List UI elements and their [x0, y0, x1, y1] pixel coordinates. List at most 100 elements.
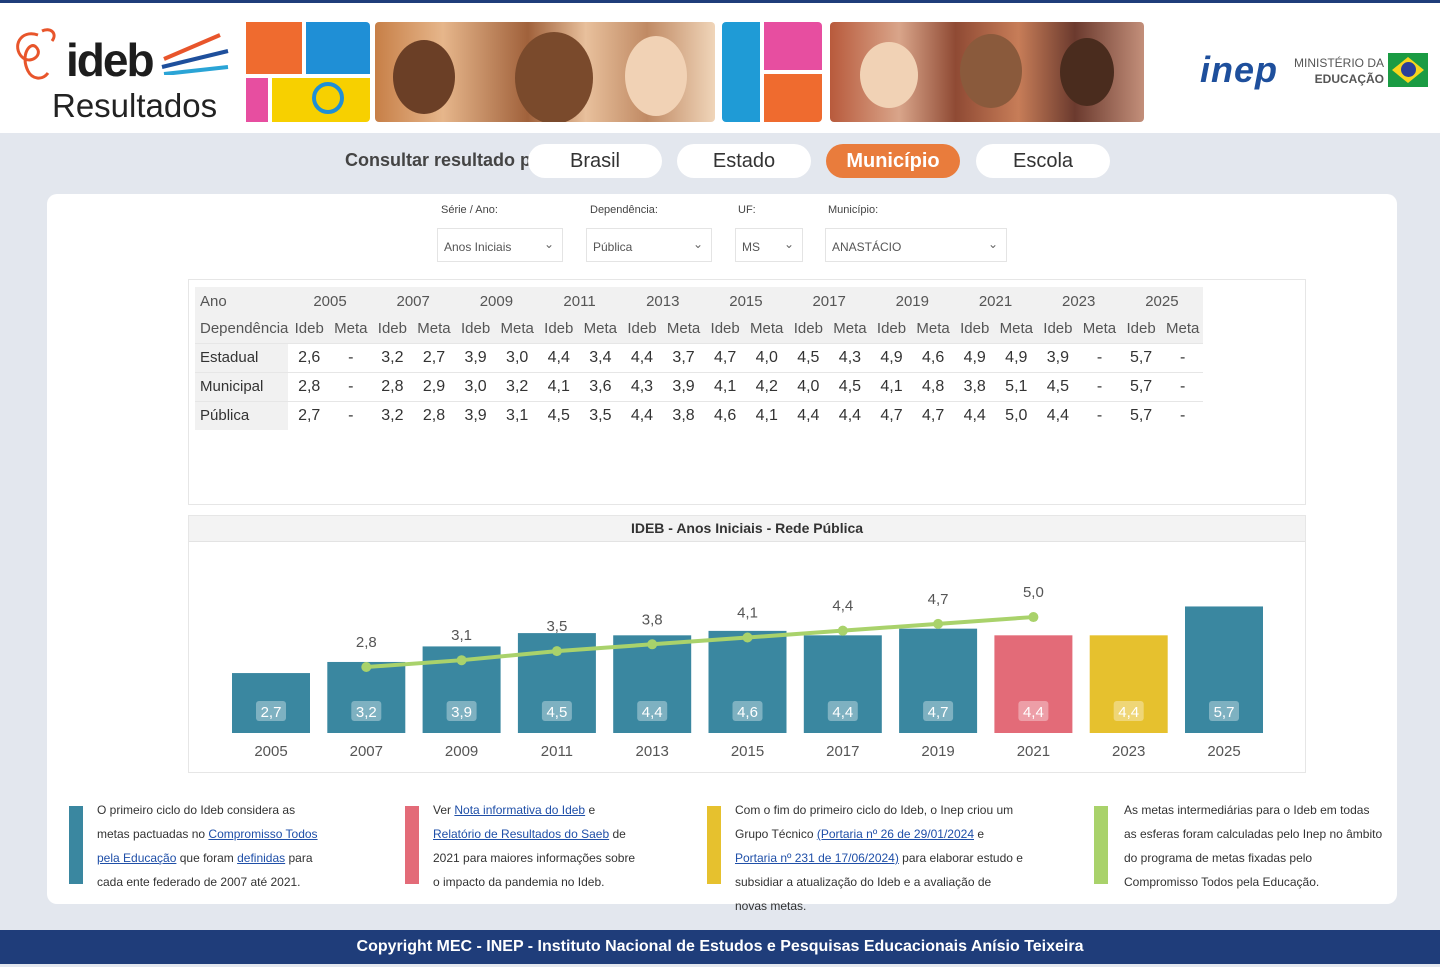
x-tick-label: 2017	[826, 743, 859, 760]
ideb-header-cell: Ideb	[870, 315, 913, 343]
bar-label-badge	[351, 701, 382, 721]
year-header-cell: 2007	[371, 287, 455, 315]
bar-value-label: 4,4	[642, 704, 663, 721]
top-accent-line	[0, 0, 1440, 3]
note-segment: para cada ente federado de 2007 até 2021…	[97, 851, 313, 889]
note-segment: O primeiro ciclo do Ideb considera as me…	[97, 803, 296, 841]
filter-label-serie: Série / Ano:	[441, 204, 498, 216]
table-cell: 4,4	[1037, 400, 1079, 430]
table-cell: -	[1161, 342, 1204, 372]
meta-point	[742, 632, 753, 643]
table-cell: 3,6	[579, 371, 622, 401]
ministry-line-2: EDUCAÇÃO	[1314, 72, 1385, 86]
table-cell: 3,0	[496, 342, 538, 372]
table-cell: 3,9	[662, 371, 705, 401]
chart-bar	[232, 673, 310, 733]
note-link[interactable]: Relatório de Resultados do Saeb	[433, 827, 610, 841]
nav-button-estado[interactable]: Estado	[677, 144, 811, 178]
uf-select[interactable]: MS ⌄	[735, 228, 803, 262]
chevron-down-icon: ⌄	[783, 237, 794, 251]
municipio-select[interactable]: ANASTÁCIO ⌄	[825, 228, 1007, 262]
note-link[interactable]: Portaria nº 231 de 17/06/2024)	[735, 851, 899, 865]
meta-value-label: 3,5	[546, 618, 567, 635]
year-header-cell: 2005	[288, 287, 372, 315]
x-tick-label: 2021	[1017, 743, 1050, 760]
meta-header-cell: Meta	[1078, 315, 1121, 343]
x-tick-label: 2013	[636, 743, 669, 760]
nav-button-municipio[interactable]: Município	[826, 144, 960, 178]
year-header-cell: 2017	[787, 287, 871, 315]
footer-copyright: Copyright MEC - INEP - Instituto Naciona…	[0, 930, 1440, 964]
note-color-bar	[69, 806, 83, 884]
table-cell: 4,4	[953, 400, 996, 430]
row-label: Pública	[195, 400, 289, 430]
nav-button-escola[interactable]: Escola	[976, 144, 1110, 178]
table-cell: 4,9	[870, 342, 913, 372]
nav-button-brasil[interactable]: Brasil	[528, 144, 662, 178]
note-link[interactable]: (Portaria nº 26 de 29/01/2024	[816, 827, 974, 841]
note-link[interactable]: Compromisso Todos pela Educação	[97, 827, 318, 865]
chart-bar	[994, 635, 1073, 733]
row-label: Municipal	[195, 371, 289, 401]
bar-label-badge	[1209, 701, 1239, 721]
table-cell: 4,7	[870, 400, 913, 430]
x-tick-label: 2019	[921, 743, 954, 760]
meta-value-label: 4,4	[832, 598, 853, 615]
chevron-down-icon: ⌄	[692, 237, 703, 251]
table-cell: 4,0	[787, 371, 830, 401]
table-cell: 4,4	[621, 342, 663, 372]
table-cell: 2,7	[288, 400, 330, 430]
meta-point	[551, 646, 562, 657]
ideb-header-cell: Ideb	[1120, 315, 1162, 343]
table-cell: 3,9	[454, 342, 497, 372]
meta-value-label: 4,7	[928, 591, 949, 608]
dependencia-select[interactable]: Pública ⌄	[586, 228, 712, 262]
bar-label-badge	[637, 701, 668, 721]
brazil-flag-icon	[1388, 53, 1428, 87]
ideb-header-cell: Ideb	[953, 315, 996, 343]
meta-header-cell: Meta	[829, 315, 871, 343]
year-header-cell: 2019	[870, 287, 954, 315]
note-link[interactable]: Nota informativa do Ideb	[454, 803, 586, 817]
table-cell: 3,8	[662, 400, 705, 430]
table-cell: 4,5	[787, 342, 830, 372]
table-cell: 4,1	[745, 400, 788, 430]
filter-label-municipio: Município:	[828, 204, 879, 216]
note-text: As metas intermediárias para o Ideb em t…	[1124, 798, 1384, 894]
ideb-header-cell: Ideb	[787, 315, 830, 343]
page-header: ideb Resultados inep MINISTÉRIO DA EDUCA…	[0, 3, 1440, 133]
note-segment: Ver	[433, 803, 455, 817]
note-segment: e	[974, 827, 985, 841]
meta-line	[366, 615, 1034, 669]
x-tick-label: 2007	[350, 743, 383, 760]
table-cell: 3,4	[579, 342, 622, 372]
table-cell: 5,7	[1120, 400, 1162, 430]
meta-value-label: 3,1	[451, 627, 472, 644]
results-table-container	[188, 279, 1306, 505]
note-segment: Com o fim do primeiro ciclo do Ideb, o I…	[735, 803, 1014, 841]
note-link[interactable]: definidas	[237, 851, 286, 865]
serie-select[interactable]: Anos Iniciais ⌄	[437, 228, 563, 262]
bar-value-label: 4,4	[832, 704, 853, 721]
table-cell: 3,7	[662, 342, 705, 372]
table-cell: -	[1161, 371, 1204, 401]
bar-label-badge	[256, 701, 286, 721]
meta-header-cell: Meta	[995, 315, 1038, 343]
school-supplies-image	[242, 22, 370, 122]
note-color-bar	[1094, 806, 1108, 884]
table-cell: 3,0	[454, 371, 497, 401]
bar-label-badge	[1113, 701, 1144, 721]
table-row: Municipal 2,8-2,8 2,9 3,0 3,2 4,1 3,6 4,3 3,9 4,1…	[195, 371, 1204, 401]
children-classroom-photo	[830, 22, 1144, 122]
table-cell: 4,8	[912, 371, 954, 401]
row-label: Estadual	[195, 342, 289, 372]
ideb-header-cell: Ideb	[621, 315, 663, 343]
table-cell: 4,2	[745, 371, 788, 401]
meta-header-cell: Meta	[912, 315, 954, 343]
note-segment: As metas intermediárias para o Ideb em t…	[1124, 803, 1383, 889]
table-cell: 5,0	[995, 400, 1038, 430]
x-tick-label: 2015	[731, 743, 764, 760]
meta-point	[361, 662, 372, 672]
inep-logo: inep	[1200, 49, 1279, 90]
ideb-header-cell: Ideb	[288, 315, 330, 343]
